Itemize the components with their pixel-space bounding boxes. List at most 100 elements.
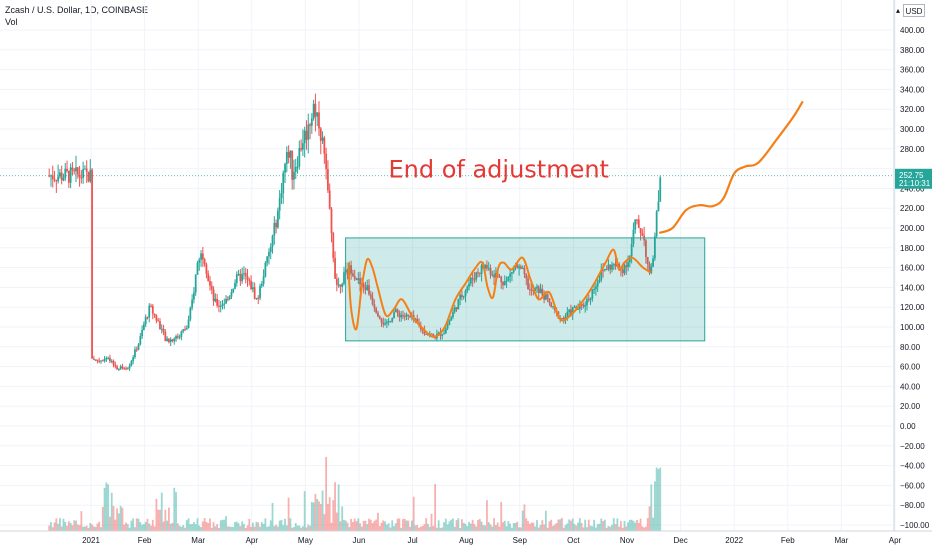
volume-bar <box>612 518 615 531</box>
volume-bar <box>352 522 354 531</box>
volume-bar <box>452 518 454 531</box>
volume-bar <box>509 523 512 531</box>
volume-bar <box>518 527 520 531</box>
candle <box>511 271 513 282</box>
volume-bar <box>462 522 465 531</box>
candle <box>584 301 587 313</box>
volume-bar <box>268 526 270 531</box>
volume-bar <box>405 520 408 531</box>
time-axis[interactable]: 2021 Feb Mar Apr May Jun Jul Aug Sep Oct Nov Dec 202… <box>82 536 901 545</box>
volume-bar <box>496 522 499 531</box>
candle <box>234 279 236 290</box>
volume-bar <box>553 524 556 531</box>
volume-bar <box>541 520 544 531</box>
y-tick-label: 80.00 <box>900 343 921 352</box>
volume-bar <box>478 518 481 531</box>
volume-bar <box>466 526 469 531</box>
volume-bar <box>641 526 644 531</box>
candle <box>80 170 83 184</box>
candle <box>76 167 79 179</box>
currency-arrow-icon[interactable]: ▴ <box>896 6 901 15</box>
wave-overlay-line[interactable] <box>347 248 652 338</box>
candle <box>452 307 454 320</box>
currency-button[interactable]: USD <box>903 4 925 17</box>
candle <box>598 274 601 284</box>
volume-bar <box>139 522 142 531</box>
candle <box>50 174 52 187</box>
volume-bar <box>500 501 503 531</box>
candle <box>493 269 495 285</box>
volume-bar <box>291 527 294 531</box>
candle <box>132 354 135 365</box>
volume-bar <box>328 497 331 531</box>
volume-bar <box>423 524 426 531</box>
volume-bar <box>519 527 522 531</box>
y-tick-label: 300.00 <box>900 125 925 134</box>
volume-bar <box>353 518 356 531</box>
candle <box>287 145 290 164</box>
chart-header: Zcash / U.S. Dollar, 1D, COINBASE Vol <box>5 4 148 28</box>
volume-bar <box>487 522 490 531</box>
volume-bar <box>341 506 344 531</box>
candle <box>398 310 401 322</box>
volume-bar <box>639 518 642 531</box>
candle <box>301 129 304 156</box>
price-axis[interactable]: −100.00 −80.00 −60.00 −40.00 −20.00 0.00 20.00… <box>900 26 930 530</box>
candle <box>266 255 269 267</box>
volume-bar <box>346 522 349 531</box>
annotation-text[interactable]: End of adjustment <box>388 156 608 184</box>
candle <box>318 101 320 136</box>
volume-bar <box>164 509 167 531</box>
volume-bar <box>132 518 135 531</box>
candle <box>646 256 649 270</box>
y-tick-label: −80.00 <box>900 501 925 510</box>
volume-bar <box>468 521 470 531</box>
volume-bar <box>282 525 285 531</box>
volume-bar <box>210 527 213 531</box>
y-tick-label: 280.00 <box>900 145 925 154</box>
candle <box>498 273 501 278</box>
candle <box>507 276 510 282</box>
volume-bar <box>310 502 313 531</box>
volume-bar <box>175 492 177 531</box>
candle <box>630 237 633 264</box>
volume-bar <box>50 522 52 531</box>
volume-bar <box>146 518 149 531</box>
candle <box>645 239 647 264</box>
volume-bar <box>359 523 361 531</box>
volume-bar <box>112 506 115 531</box>
candle <box>552 306 554 310</box>
candle <box>466 285 469 294</box>
candle <box>477 268 479 278</box>
candle <box>189 306 192 322</box>
volume-bar <box>634 522 637 531</box>
volume-bar <box>100 527 102 531</box>
volume-bar <box>602 521 604 531</box>
volume-bar <box>577 522 579 531</box>
x-tick-label: May <box>298 536 313 545</box>
projection-line[interactable] <box>658 100 804 235</box>
candle <box>525 273 528 286</box>
last-price-value: 252.75 <box>899 171 924 180</box>
grid <box>0 0 896 531</box>
volume-bar <box>248 518 251 531</box>
candle <box>464 289 467 303</box>
consolidation-box[interactable] <box>345 237 706 342</box>
volume-bar <box>55 518 58 531</box>
volume-bar <box>469 523 472 531</box>
volume-bar <box>53 522 56 531</box>
volume-bar <box>327 503 329 531</box>
candle <box>405 312 408 320</box>
y-tick-label: 220.00 <box>900 204 925 213</box>
y-tick-label: 200.00 <box>900 224 925 233</box>
x-tick-label: Apr <box>246 536 259 545</box>
candle <box>523 265 526 279</box>
volume-bar <box>595 527 597 531</box>
candle <box>243 266 245 280</box>
candle <box>241 267 244 284</box>
volume-bar <box>257 522 260 531</box>
volume-bar <box>637 522 640 531</box>
volume-bar <box>486 500 488 531</box>
volume-bar <box>101 506 104 531</box>
